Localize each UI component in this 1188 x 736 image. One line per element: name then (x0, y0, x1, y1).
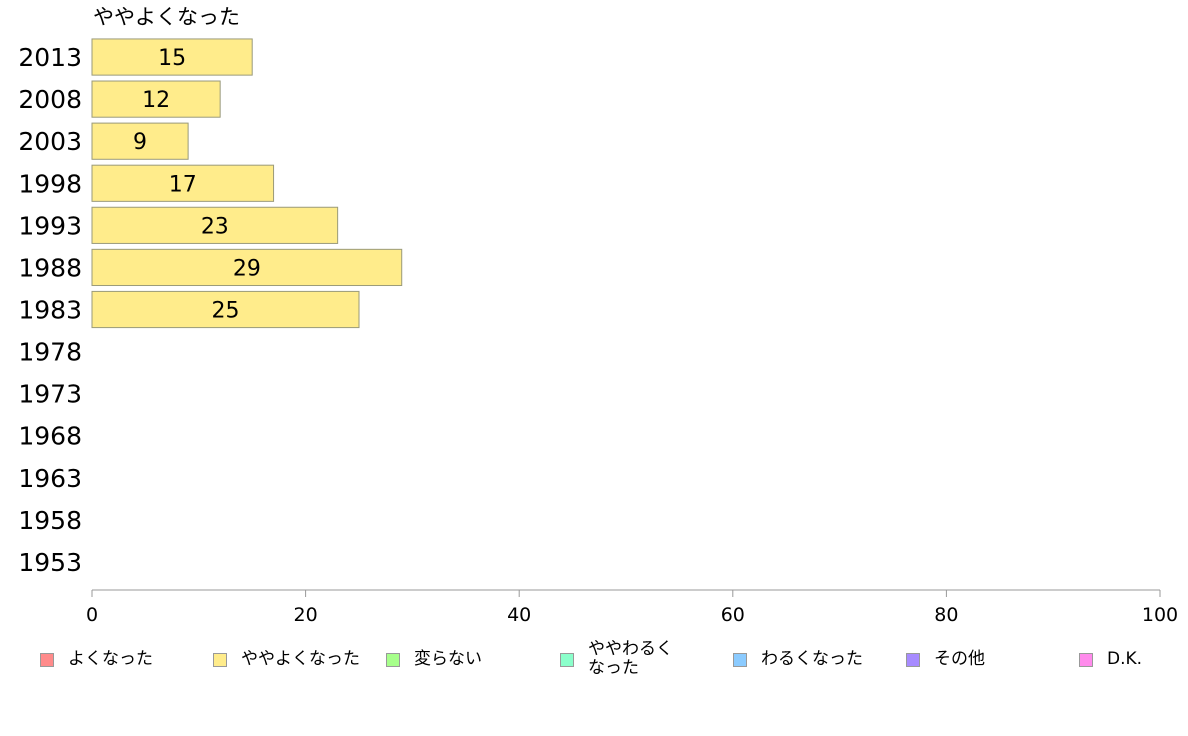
legend-item: その他 (906, 640, 985, 669)
x-tick-label: 0 (86, 604, 98, 626)
y-tick-label: 1973 (18, 380, 82, 409)
y-tick-label: 1958 (18, 506, 82, 535)
y-tick-label: 1988 (18, 253, 82, 282)
bar (91, 38, 253, 76)
legend-label: わるくなった (761, 649, 863, 669)
legend-item: わるくなった (733, 640, 863, 669)
y-tick-label: 1963 (18, 464, 82, 493)
legend-swatch (40, 653, 54, 667)
legend-label: よくなった (68, 649, 153, 669)
data-label: 25 (212, 299, 240, 324)
bar (91, 206, 339, 244)
bar (91, 290, 360, 329)
y-tick-label: 1998 (18, 169, 82, 198)
legend-swatch (560, 653, 574, 667)
bar (91, 164, 275, 202)
bar (91, 122, 189, 160)
data-label: 17 (169, 172, 197, 197)
data-label: 12 (142, 88, 170, 113)
bar (91, 248, 403, 287)
data-label: 9 (133, 130, 147, 155)
legend-swatch (1079, 653, 1093, 667)
y-tick-label: 1978 (18, 338, 82, 367)
x-tick-label: 20 (294, 604, 318, 626)
x-tick-label: 40 (507, 604, 531, 626)
legend-label: 変らない (414, 649, 482, 669)
legend-item: ややわるく なった (560, 640, 673, 678)
x-tick-label: 100 (1142, 604, 1178, 626)
legend-label: ややよくなった (241, 649, 360, 669)
x-axis: 0 20 40 60 80 100 (86, 589, 1178, 626)
legend-swatch (733, 653, 747, 667)
y-tick-label: 2003 (18, 127, 82, 156)
legend-label: その他 (934, 649, 985, 669)
y-axis-labels: 2013 2008 2003 1998 1993 1988 1983 1978 1973 1968… (18, 43, 82, 577)
legend-label: ややわるく なった (588, 639, 673, 678)
bar (91, 80, 221, 118)
data-label: 23 (201, 214, 229, 239)
x-tick-label: 60 (721, 604, 745, 626)
y-tick-label: 1983 (18, 296, 82, 325)
y-tick-label: 1968 (18, 422, 82, 451)
chart-title: ややよくなった (93, 5, 240, 29)
bar-chart: ややよくなった 2013 2008 2003 1998 1993 1988 1983 1978… (18, 5, 1178, 626)
y-tick-label: 2008 (18, 85, 82, 114)
legend-item: D.K. (1079, 640, 1142, 669)
legend-label: D.K. (1107, 649, 1143, 669)
data-label: 15 (158, 46, 186, 71)
legend-swatch (386, 653, 400, 667)
y-tick-label: 1953 (18, 548, 82, 577)
y-tick-label: 2013 (18, 43, 82, 72)
legend-swatch (906, 653, 920, 667)
legend-swatch (213, 653, 227, 667)
legend-item: 変らない (386, 640, 482, 669)
legend-item: ややよくなった (213, 640, 360, 669)
legend-item: よくなった (40, 640, 153, 669)
legend: よくなった ややよくなった 変らない ややわるく なった わるくなった その他 … (0, 640, 1188, 690)
data-label: 29 (233, 256, 261, 281)
y-tick-label: 1993 (18, 211, 82, 240)
x-tick-label: 80 (934, 604, 958, 626)
